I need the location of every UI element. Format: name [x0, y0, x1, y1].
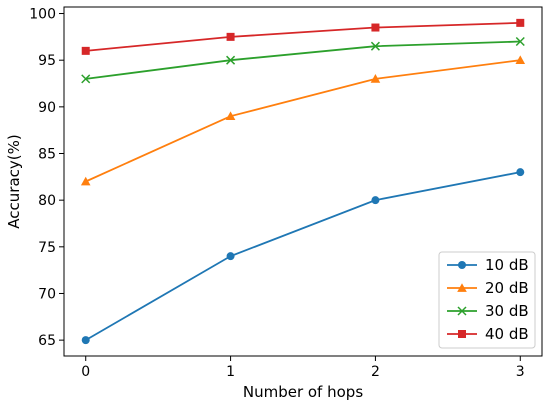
- legend: 10 dB 20 dB 30 dB 40 dB: [438, 251, 536, 349]
- data-point-20-db: [225, 111, 236, 121]
- y-tick-label: 80: [38, 193, 56, 209]
- plot-frame: [63, 6, 543, 357]
- x-axis-label: Number of hops: [243, 383, 363, 401]
- series-line-20-db: [85, 59, 521, 183]
- series-line-10-db: [85, 171, 521, 341]
- y-tick-label: 95: [38, 53, 56, 69]
- axes-layer: 0 1 2 3 65 70 75 80 85 90 95 100: [29, 6, 543, 380]
- data-point-10-db: [371, 196, 380, 205]
- data-point-30-db: [81, 74, 91, 84]
- plot-layer: [80, 18, 526, 345]
- y-tick-label: 85: [38, 147, 56, 163]
- data-point-40-db: [371, 23, 380, 32]
- data-point-30-db: [515, 36, 525, 47]
- data-point-40-db: [226, 32, 235, 41]
- data-point-20-db: [80, 176, 91, 186]
- y-tick-label: 70: [38, 286, 56, 302]
- data-point-40-db: [516, 18, 525, 27]
- series-line-30-db: [85, 40, 521, 80]
- data-point-10-db: [81, 336, 90, 345]
- x-tick-label: 3: [516, 364, 525, 380]
- data-point-20-db: [370, 74, 381, 83]
- legend-marker-20-db: [457, 283, 467, 292]
- x-tick-label: 2: [371, 364, 380, 380]
- legend-label-40-db: 40 dB: [485, 325, 529, 343]
- data-point-30-db: [370, 41, 380, 51]
- legend-marker-10-db: [458, 261, 466, 269]
- y-tick-label: 100: [29, 7, 56, 23]
- x-tick-label: 1: [226, 364, 235, 380]
- data-point-30-db: [226, 55, 236, 65]
- data-point-10-db: [516, 168, 525, 177]
- legend-label-20-db: 20 dB: [485, 279, 529, 297]
- legend-marker-30-db: [457, 306, 467, 316]
- y-axis-label: Accuracy(%): [5, 134, 23, 228]
- data-point-20-db: [515, 55, 526, 65]
- series-line-40-db: [85, 21, 521, 52]
- x-tick-label: 0: [81, 364, 90, 380]
- y-tick-label: 90: [38, 100, 56, 116]
- legend-marker-40-db: [458, 330, 466, 338]
- data-point-10-db: [226, 252, 235, 261]
- legend-label-30-db: 30 dB: [485, 302, 529, 320]
- legend-box: [438, 251, 536, 349]
- data-point-40-db: [81, 46, 90, 55]
- y-tick-label: 75: [38, 240, 56, 256]
- legend-label-10-db: 10 dB: [485, 256, 529, 274]
- y-tick-label: 65: [38, 333, 56, 349]
